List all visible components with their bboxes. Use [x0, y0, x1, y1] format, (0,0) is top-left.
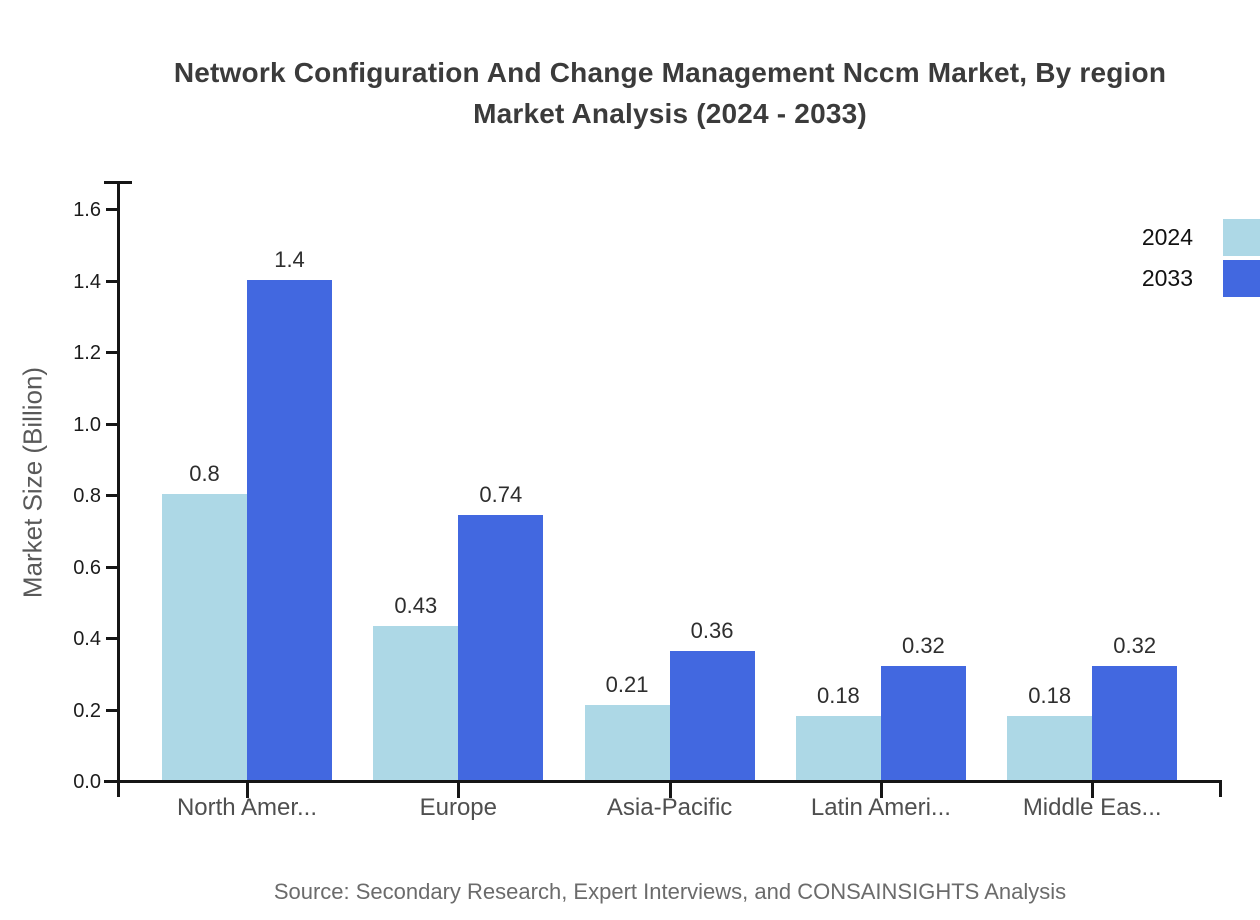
- legend-row: 2024: [1142, 219, 1260, 256]
- y-tick: [106, 494, 120, 497]
- bar: [880, 665, 966, 780]
- bar-value-label: 0.18: [816, 682, 860, 708]
- chart-title-line1: Network Configuration And Change Managem…: [173, 57, 1167, 88]
- y-tick: [106, 708, 120, 712]
- x-tick: [1091, 783, 1095, 798]
- y-tick: [106, 780, 120, 783]
- bar-value-label: 0.36: [690, 618, 734, 644]
- x-axis-category-label: Asia-Pacific: [606, 794, 733, 821]
- x-axis-category-label: Latin Ameri...: [810, 794, 951, 821]
- x-tick: [457, 783, 461, 798]
- y-tick-label: 0.2: [73, 699, 101, 722]
- x-tick: [879, 783, 883, 798]
- x-axis-end-cap: [1219, 780, 1222, 797]
- bar-value-label: 0.8: [189, 461, 220, 486]
- y-tick: [106, 279, 120, 283]
- y-tick: [106, 351, 120, 354]
- y-tick-label: 0.0: [73, 771, 101, 793]
- bar: [458, 515, 544, 780]
- bar-value-label: 0.43: [394, 593, 438, 619]
- y-tick: [106, 565, 120, 569]
- y-axis-line: [117, 181, 120, 797]
- legend-label: 2033: [1141, 265, 1193, 291]
- y-tick-label: 0.4: [73, 628, 101, 650]
- y-tick-label: 1.0: [73, 413, 101, 436]
- bar: [162, 494, 247, 780]
- y-tick-label: 1.2: [73, 342, 101, 364]
- bar-value-label: 0.32: [1113, 632, 1157, 658]
- x-axis-category-label: Europe: [419, 794, 497, 821]
- bar-value-label: 0.74: [479, 482, 523, 508]
- y-tick-label: 1.4: [73, 270, 101, 293]
- bar: [373, 626, 459, 780]
- x-axis-category-label: North Amer...: [176, 794, 318, 821]
- bar-value-label: 0.21: [605, 671, 649, 697]
- y-tick-label: 0.8: [73, 485, 101, 507]
- x-axis-line: [104, 780, 1222, 783]
- bar: [1092, 665, 1178, 780]
- bar: [247, 279, 332, 780]
- bar-value-label: 1.4: [274, 246, 305, 272]
- bar: [1007, 715, 1093, 780]
- source-note: Source: Secondary Research, Expert Inter…: [273, 879, 1067, 904]
- legend: 2024 2033: [1142, 219, 1260, 297]
- bar: [795, 715, 881, 780]
- chart-title-line2: Market Analysis (2024 - 2033): [473, 98, 867, 129]
- y-tick: [106, 637, 120, 640]
- y-axis-top-cap: [104, 181, 132, 184]
- x-tick: [246, 783, 249, 798]
- x-tick: [668, 783, 672, 798]
- bar: [584, 704, 670, 780]
- legend-row: 2033: [1142, 260, 1260, 297]
- legend-swatch: [1223, 219, 1260, 256]
- bar-value-label: 0.32: [901, 632, 945, 658]
- y-tick: [106, 422, 120, 426]
- legend-label: 2024: [1141, 224, 1193, 250]
- legend-swatch: [1223, 260, 1260, 297]
- bar-value-label: 0.18: [1028, 682, 1072, 708]
- bar: [669, 651, 755, 780]
- y-tick-label: 0.6: [73, 556, 101, 579]
- chart-title: Network Configuration And Change Managem…: [80, 52, 1260, 134]
- y-tick: [106, 208, 120, 211]
- y-tick-label: 1.6: [73, 199, 101, 221]
- x-axis-category-label: Middle Eas...: [1022, 794, 1162, 821]
